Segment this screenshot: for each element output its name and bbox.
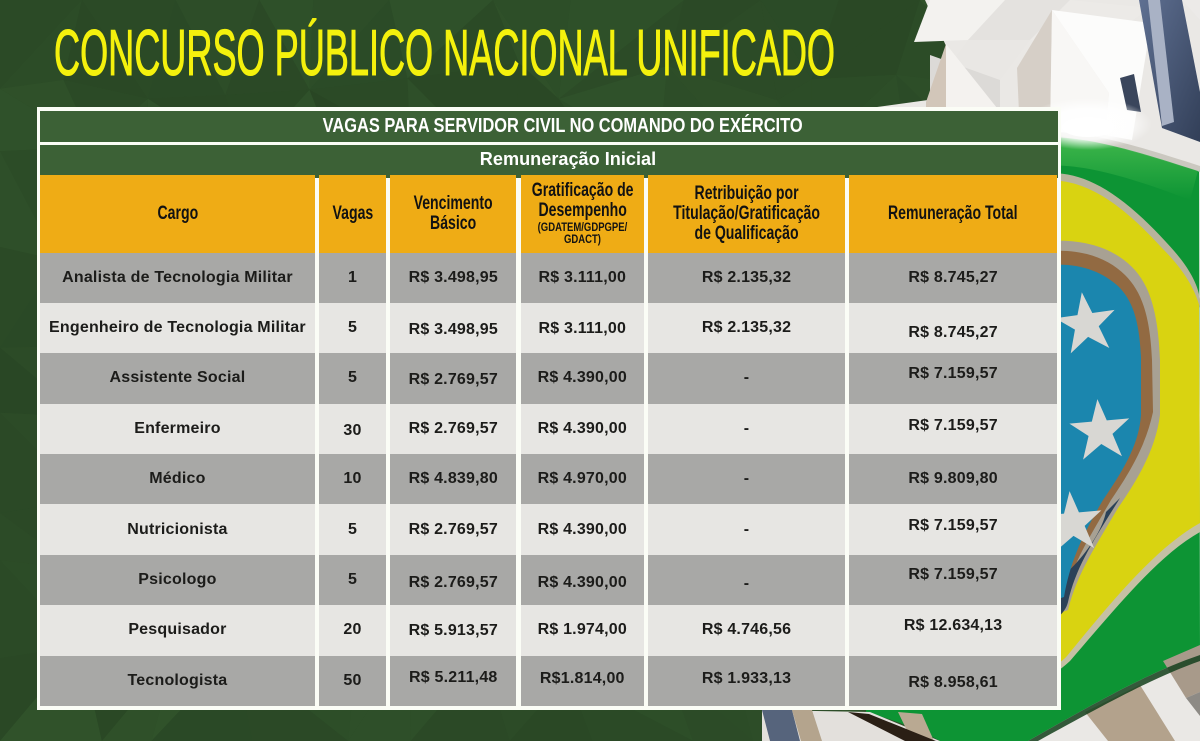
svg-text:CONCURSO PÚBLICO NACIONAL UNIF: CONCURSO PÚBLICO NACIONAL UNIFICADO [54,16,835,89]
